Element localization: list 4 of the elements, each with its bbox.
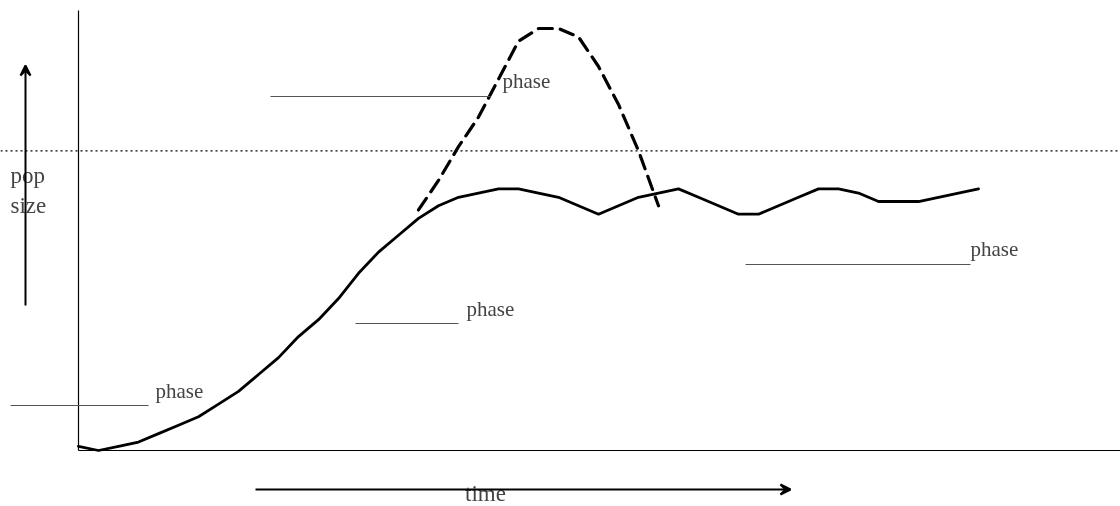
annotation: phase bbox=[502, 68, 551, 93]
annotation: phase bbox=[466, 296, 515, 321]
annotation: phase bbox=[155, 378, 204, 403]
annotation: phase bbox=[970, 236, 1019, 261]
